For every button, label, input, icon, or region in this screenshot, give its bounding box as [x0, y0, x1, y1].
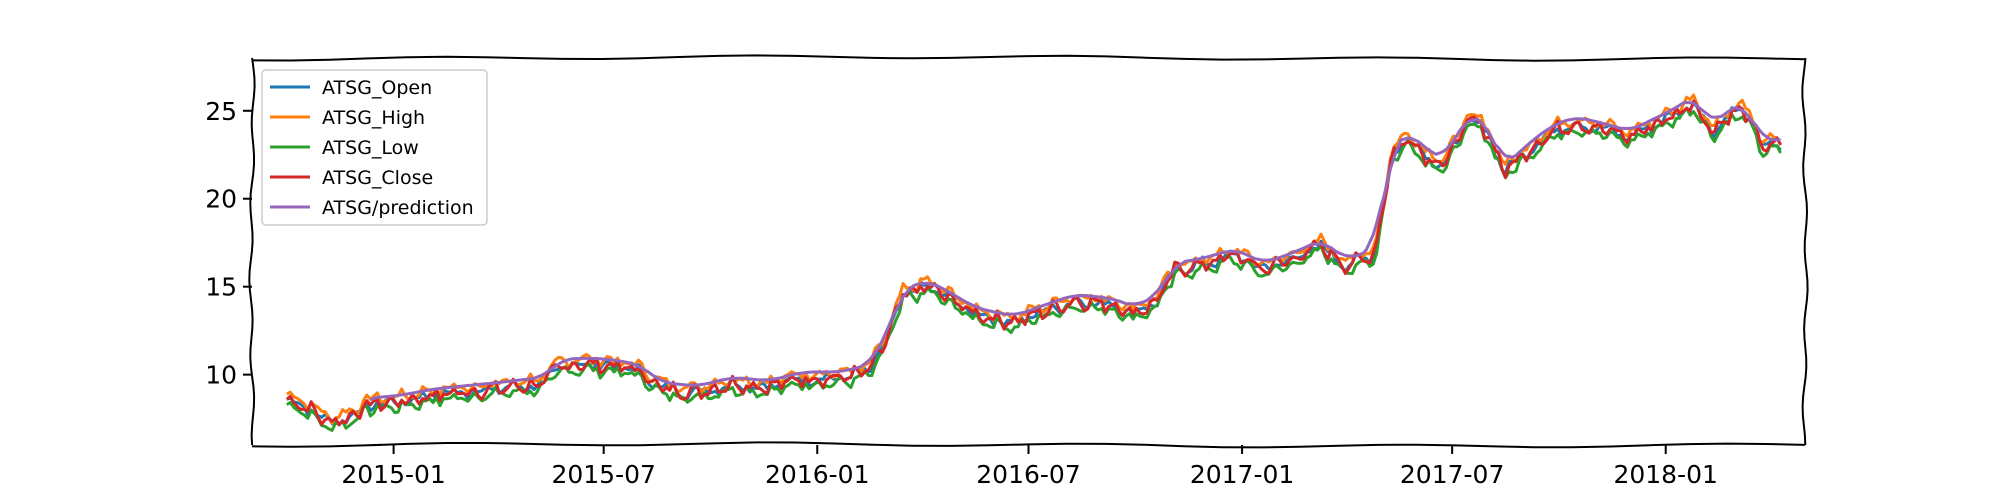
series-line-atsg-high — [286, 93, 1782, 425]
legend-label: ATSG_Close — [322, 167, 433, 189]
y-tick-label: 10 — [205, 361, 237, 390]
y-tick-label: 15 — [205, 273, 237, 302]
legend-box — [261, 69, 488, 226]
x-tick-label: 2018-01 — [1613, 460, 1717, 489]
x-tick-label: 2017-07 — [1400, 460, 1504, 489]
x-tick-label: 2017-01 — [1190, 460, 1294, 489]
y-axis: 10 15 20 25 — [205, 97, 252, 390]
y-tick-label: 25 — [205, 97, 237, 126]
legend-label: ATSG/prediction — [322, 197, 474, 219]
legend: ATSG_Open ATSG_High ATSG_Low ATSG_Close ATSG… — [261, 69, 488, 226]
legend-label: ATSG_Low — [322, 137, 419, 159]
legend-label: ATSG_Open — [322, 77, 432, 99]
series-lines — [285, 93, 1782, 432]
series-line-atsg-close — [285, 99, 1782, 427]
y-tick-label: 20 — [205, 185, 237, 214]
legend-label: ATSG_High — [322, 107, 425, 129]
x-tick-label: 2016-07 — [976, 460, 1080, 489]
x-tick-label: 2015-01 — [341, 460, 445, 489]
x-tick-label: 2015-07 — [551, 460, 655, 489]
series-line-atsg-open — [286, 101, 1782, 427]
series-line-atsg-low — [286, 106, 1782, 432]
x-axis: 2015-01 2015-07 2016-01 2016-07 2017-01 2017-… — [341, 445, 1718, 489]
x-tick-label: 2016-01 — [765, 460, 869, 489]
plot-area: 2015-01 2015-07 2016-01 2016-07 2017-01 2017-… — [205, 54, 1809, 489]
plot-frame — [248, 54, 1809, 449]
series-line-atsg-prediction — [369, 101, 1781, 402]
